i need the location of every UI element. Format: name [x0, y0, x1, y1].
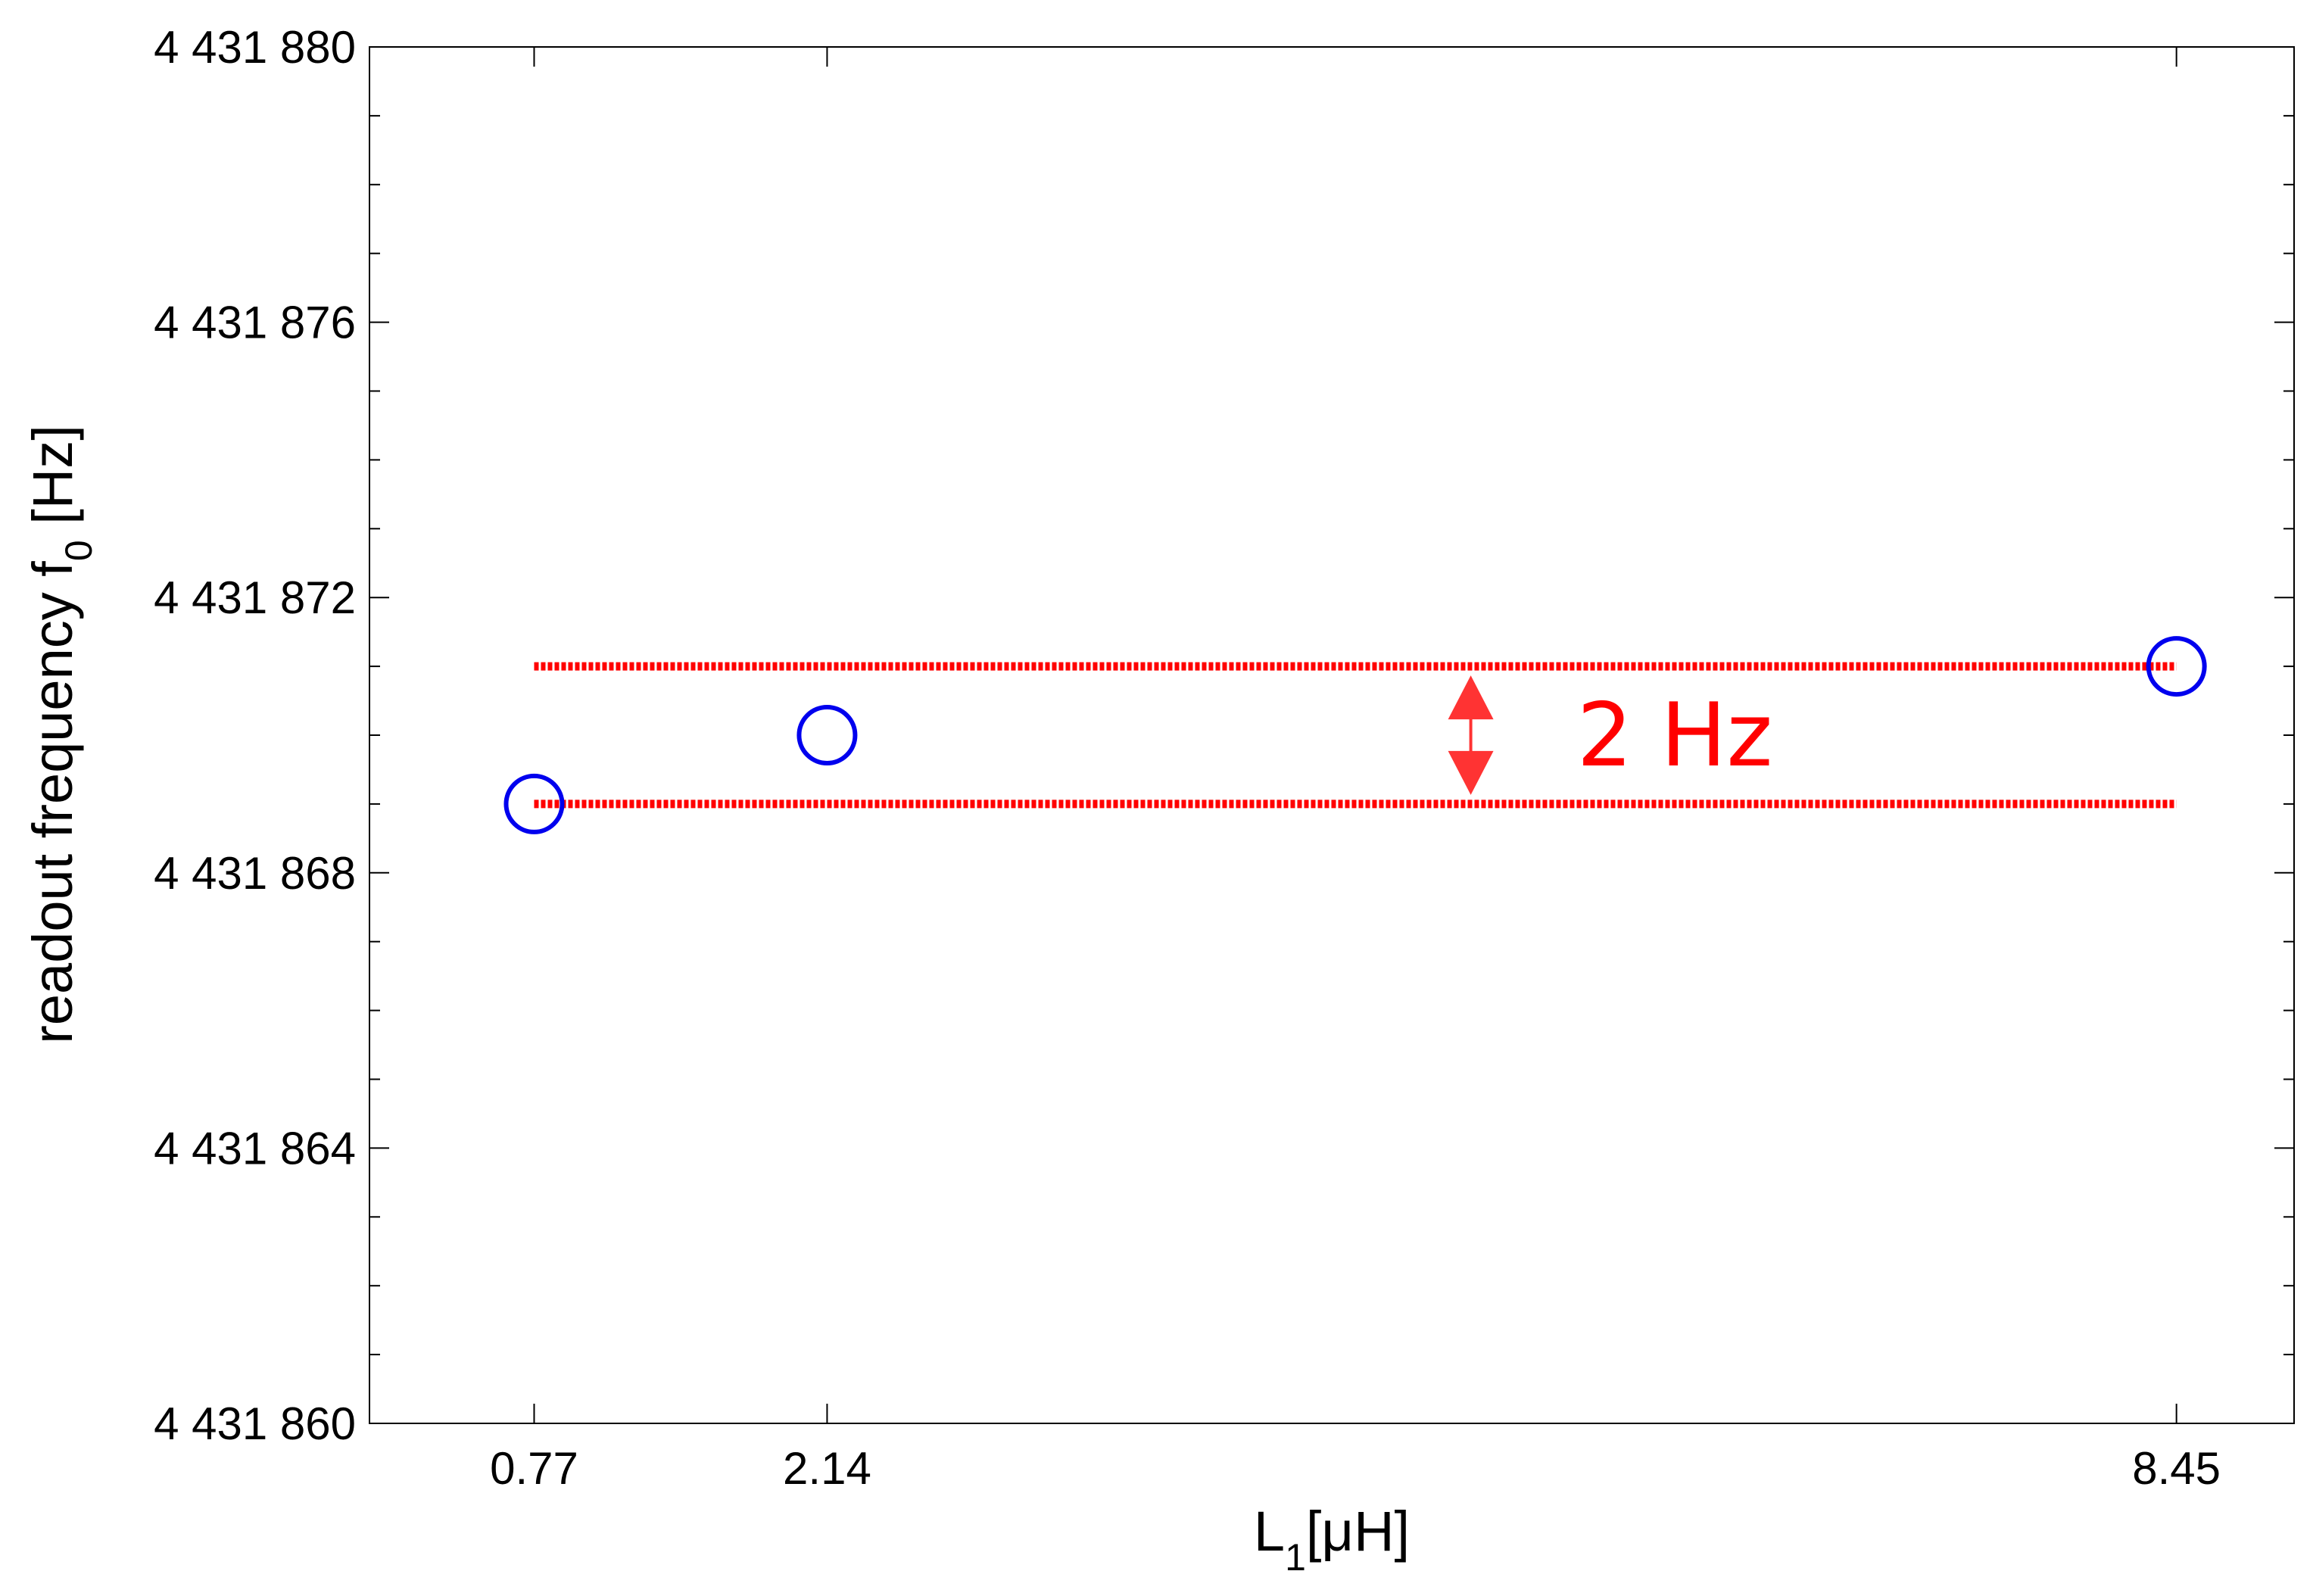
y-tick-label: 4 431 880 — [154, 22, 356, 73]
x-axis-ticks: 0.77 2.14 8.45 — [490, 47, 2221, 1494]
y-tick-label: 4 431 868 — [154, 848, 356, 899]
data-point — [2146, 636, 2207, 697]
y-tick-label: 4 431 872 — [154, 572, 356, 623]
x-tick-label: 8.45 — [2132, 1443, 2221, 1494]
data-points — [503, 636, 2207, 834]
y-axis-title: readout frequency f0 [Hz] — [21, 425, 100, 1044]
reference-lines — [534, 662, 2177, 809]
y-axis-ticks: 4 431 860 4 431 864 4 431 868 4 431 872 4 43… — [154, 22, 2294, 1449]
x-tick-label: 2.14 — [783, 1443, 871, 1494]
arrow-head-up — [1448, 675, 1494, 720]
axis-titles: L1[μH] readout frequency f0 [Hz] — [21, 425, 1410, 1579]
plot-area — [369, 46, 2295, 1424]
y-tick-label: 4 431 876 — [154, 298, 356, 348]
x-tick-label: 0.77 — [490, 1443, 578, 1494]
data-point — [503, 773, 565, 834]
data-point — [796, 705, 858, 765]
arrow-head-down — [1448, 750, 1494, 795]
x-axis-title: L1[μH] — [1254, 1500, 1410, 1579]
y-tick-label: 4 431 864 — [154, 1123, 356, 1174]
annotation: 2 Hz — [1448, 675, 1773, 795]
y-tick-label: 4 431 860 — [154, 1398, 356, 1449]
annotation-label: 2 Hz — [1577, 684, 1773, 787]
